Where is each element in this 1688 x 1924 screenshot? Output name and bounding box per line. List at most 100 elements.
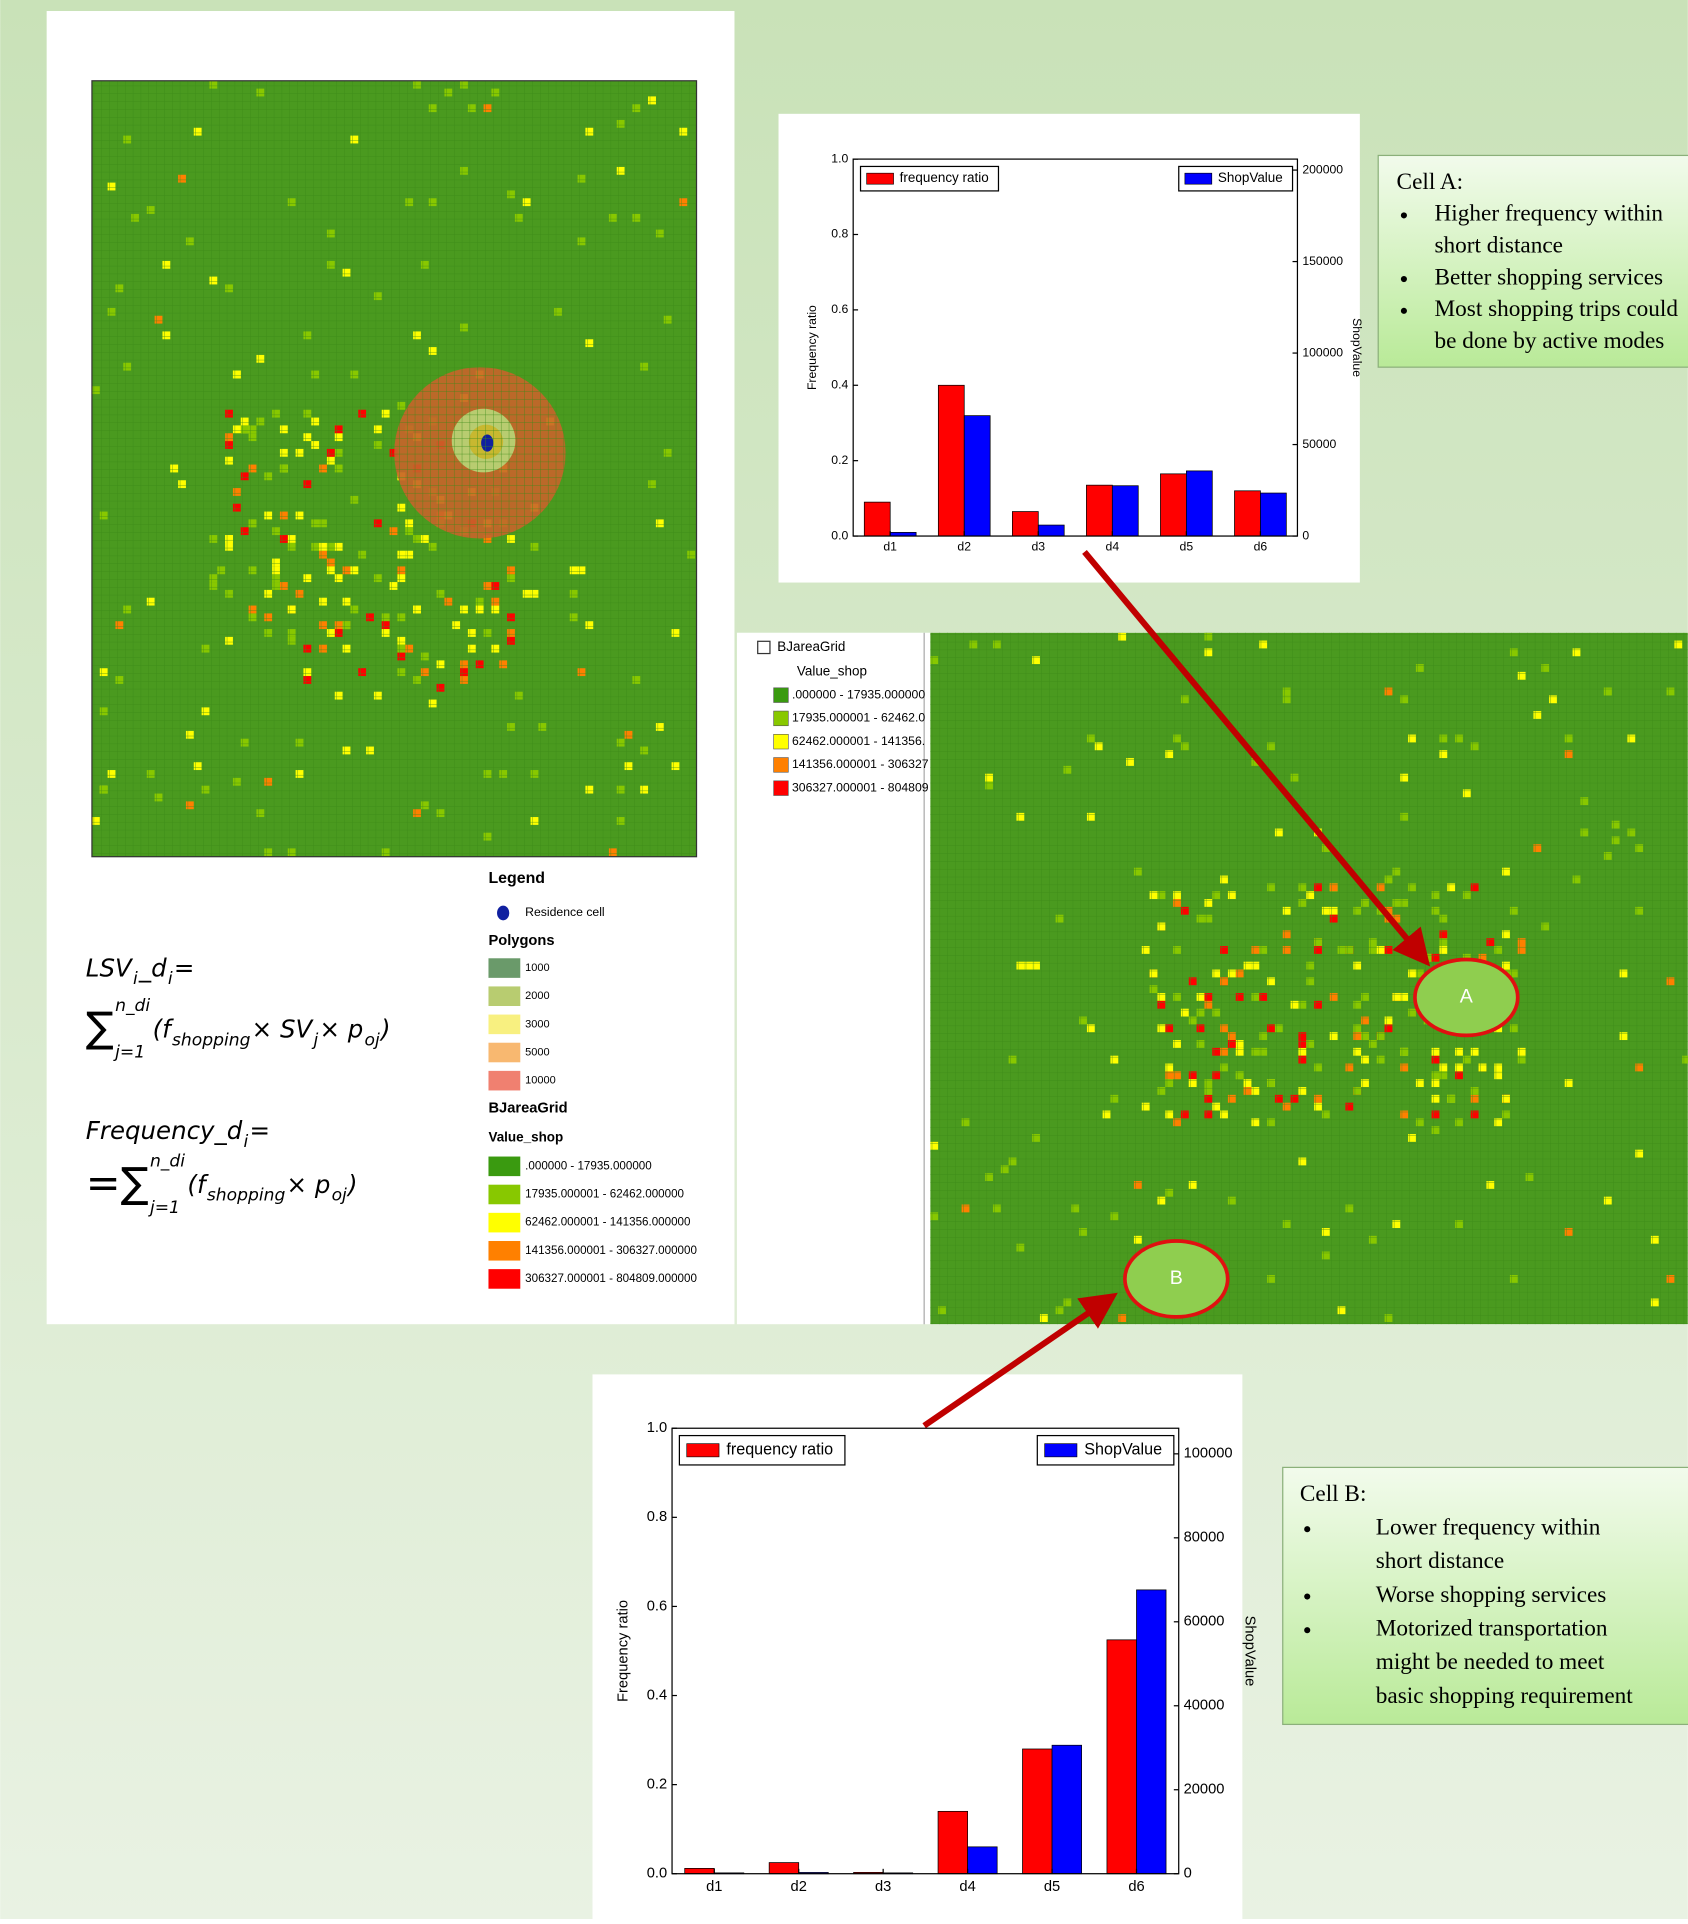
page: ABLegendResidence cellPolygons1000200030… xyxy=(0,0,1688,1919)
toc-swatch xyxy=(774,688,789,703)
legend-label: 306327.000001 - 804809.000000 xyxy=(525,1272,697,1285)
x-tick-label: d3 xyxy=(875,1879,891,1895)
legend-heading: Value_shop xyxy=(488,1130,563,1145)
y-tick-label: 0.6 xyxy=(647,1598,667,1614)
cell-text: short distance xyxy=(1376,1548,1505,1574)
cell-marker-label: A xyxy=(1460,986,1474,1008)
legend-label: 1000 xyxy=(525,962,549,974)
cell-text: Better shopping services xyxy=(1435,264,1664,290)
bar xyxy=(769,1863,799,1874)
formula-part: =∑ xyxy=(86,1158,149,1207)
y-axis-label: Frequency ratio xyxy=(805,305,819,390)
x-tick-label: d6 xyxy=(1128,1879,1144,1895)
legend-swatch xyxy=(488,1185,520,1205)
legend-swatch xyxy=(488,1241,520,1261)
x-tick-label: d2 xyxy=(957,539,971,553)
cell-text: Motorized transportation xyxy=(1376,1615,1608,1641)
y-axis-label: Frequency ratio xyxy=(615,1600,631,1702)
legend-title: Legend xyxy=(488,870,545,887)
legend: frequency ratio xyxy=(679,1436,845,1465)
y2-tick-label: 100000 xyxy=(1302,345,1343,359)
bar xyxy=(1186,471,1212,536)
y-tick-label: 0.8 xyxy=(831,227,848,241)
legend-label: frequency ratio xyxy=(726,1441,833,1459)
legend-swatch xyxy=(1045,1444,1077,1457)
cell-marker-label: B xyxy=(1170,1267,1183,1289)
legend-label: 17935.000001 - 62462.000000 xyxy=(525,1188,684,1201)
y2-tick-label: 60000 xyxy=(1184,1614,1225,1630)
toc-layer: BJareaGrid xyxy=(777,639,845,654)
bar xyxy=(1086,485,1112,536)
y-tick-label: 0.0 xyxy=(831,528,848,542)
formula-part: × SV xyxy=(252,1014,315,1043)
toc-label: 17935.000001 - 62462.0 xyxy=(792,711,925,725)
bullet xyxy=(1304,1526,1310,1532)
legend-label: frequency ratio xyxy=(900,170,989,185)
y-tick-label: 0.2 xyxy=(647,1776,667,1792)
y2-tick-label: 80000 xyxy=(1184,1530,1225,1546)
bullet xyxy=(1304,1627,1310,1633)
toc-label: 306327.000001 - 804809 xyxy=(792,780,929,794)
legend-label: 141356.000001 - 306327.000000 xyxy=(525,1244,697,1257)
legend: ShopValue xyxy=(1179,166,1293,190)
y2-tick-label: 0 xyxy=(1184,1866,1192,1882)
x-tick-label: d3 xyxy=(1031,539,1045,553)
formula-part: shopping xyxy=(172,1030,251,1050)
legend-label: 3000 xyxy=(525,1018,549,1030)
cell-text: might be needed to meet xyxy=(1376,1649,1605,1675)
bar xyxy=(1107,1640,1137,1874)
y2-tick-label: 20000 xyxy=(1184,1782,1225,1798)
legend-swatch xyxy=(488,986,520,1006)
legend-heading: Polygons xyxy=(488,933,554,949)
x-tick-label: d2 xyxy=(791,1879,807,1895)
formula-part: shopping xyxy=(207,1186,286,1206)
formula-part: × p xyxy=(287,1170,331,1199)
toc-swatch xyxy=(774,781,789,796)
bullet xyxy=(1401,308,1407,314)
y-tick-label: 0.0 xyxy=(647,1866,667,1882)
formula-part: oj xyxy=(365,1030,380,1050)
formula-part: n_di xyxy=(115,996,150,1016)
cell-text: be done by active modes xyxy=(1435,328,1665,354)
bullet xyxy=(1401,276,1407,282)
formula-part: n_di xyxy=(150,1151,185,1171)
legend-swatch xyxy=(488,1157,520,1177)
legend: frequency ratio xyxy=(861,166,999,190)
toc-label: 62462.000001 - 141356. xyxy=(792,734,925,748)
y-tick-label: 1.0 xyxy=(647,1420,667,1436)
legend-heading: BJareaGrid xyxy=(488,1101,567,1117)
formula-part: × p xyxy=(319,1014,363,1043)
legend-swatch xyxy=(488,1015,520,1035)
toc-swatch xyxy=(774,711,789,726)
bar xyxy=(938,385,964,536)
legend-swatch xyxy=(488,1071,520,1091)
legend-swatch xyxy=(488,1213,520,1233)
bar xyxy=(938,1811,968,1873)
legend-label: 10000 xyxy=(525,1075,556,1087)
cell-text: Lower frequency within xyxy=(1376,1515,1601,1541)
bar xyxy=(1260,493,1286,536)
y-tick-label: 0.4 xyxy=(831,378,848,392)
y2-axis-label: ShopValue xyxy=(1241,1616,1257,1687)
formula-part: oj xyxy=(332,1186,347,1206)
map-grid xyxy=(930,633,1688,1324)
formula-part: j xyxy=(311,1030,318,1050)
y2-tick-label: 100000 xyxy=(1184,1446,1233,1462)
bar xyxy=(968,1847,998,1874)
y2-tick-label: 40000 xyxy=(1184,1698,1225,1714)
legend-swatch xyxy=(867,173,894,184)
formula-part: i xyxy=(244,1132,249,1152)
x-tick-label: d6 xyxy=(1254,539,1268,553)
formula-part: LSV xyxy=(86,953,134,982)
legend: ShopValue xyxy=(1037,1436,1174,1465)
x-tick-label: d1 xyxy=(883,539,897,553)
cell-title: Cell A: xyxy=(1397,169,1464,195)
x-tick-label: d5 xyxy=(1044,1879,1060,1895)
formula-part: Frequency_d xyxy=(86,1116,243,1145)
y-tick-label: 1.0 xyxy=(831,151,848,165)
legend-label: 62462.000001 - 141356.000000 xyxy=(525,1216,690,1229)
cell-text: basic shopping requirement xyxy=(1376,1683,1634,1709)
y-tick-label: 0.8 xyxy=(647,1509,667,1525)
legend-label: Residence cell xyxy=(525,905,604,919)
bar xyxy=(1052,1745,1082,1873)
